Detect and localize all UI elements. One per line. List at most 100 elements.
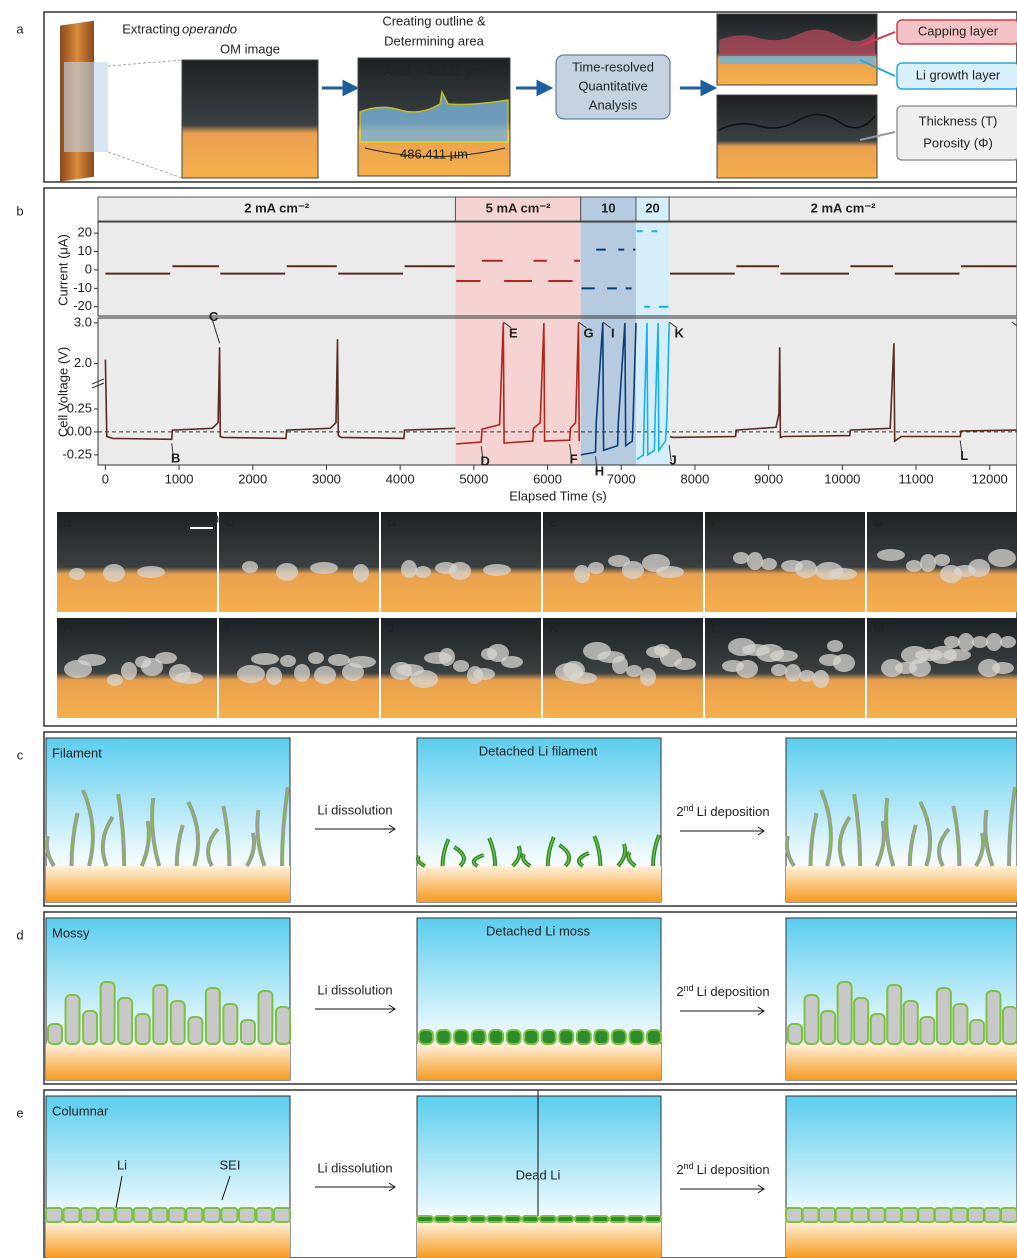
series-line [104, 339, 456, 441]
series-line [669, 265, 1017, 275]
column [80, 1207, 99, 1223]
flow-arrow [516, 79, 554, 97]
deposit [588, 562, 604, 574]
column [45, 1207, 63, 1223]
deposit [308, 652, 324, 664]
deposit [155, 652, 177, 664]
y-tick-label: 20 [78, 224, 92, 239]
y-tick-label: -20 [73, 298, 92, 313]
label: Quantitative [578, 78, 647, 93]
width-arc [364, 147, 506, 157]
label: Area = 48838 µm² [384, 63, 489, 78]
deposit [574, 565, 590, 583]
column [626, 1215, 645, 1223]
step-label-part: Li deposition [697, 804, 770, 819]
deposit [453, 660, 469, 672]
filament-sei [281, 786, 289, 867]
column [917, 1207, 936, 1223]
scene-substrate [417, 866, 661, 902]
micrograph-label: F [711, 514, 719, 529]
panel-label: c [17, 747, 24, 762]
deposit [901, 646, 929, 664]
column [1000, 1207, 1017, 1223]
deposit [986, 633, 1002, 651]
filament-sei [441, 838, 450, 867]
column [486, 1215, 505, 1223]
series-line [581, 248, 636, 290]
annotation: C [209, 309, 219, 324]
annotation: G [583, 325, 593, 340]
column [521, 1215, 540, 1223]
step-label: Li dissolution [317, 802, 392, 817]
micrograph-label: E [549, 514, 558, 529]
deposit [612, 656, 628, 674]
step-arrow [315, 1004, 396, 1014]
x-axis-title: Elapsed Time (s) [509, 488, 607, 503]
column [132, 1207, 151, 1223]
micrograph-label: B [63, 514, 72, 529]
filament-sei [820, 789, 832, 867]
x-tick-label: 5000 [459, 471, 488, 486]
label: Creating outline & [382, 13, 486, 28]
annotation-leader [1011, 321, 1017, 327]
series-line [456, 322, 580, 445]
x-tick-label: 9000 [754, 471, 783, 486]
y-tick-label: 0.25 [67, 400, 92, 415]
moss [64, 994, 81, 1045]
panel-label: b [16, 203, 23, 218]
deposit [294, 664, 310, 682]
column [202, 1207, 221, 1223]
column [416, 1215, 434, 1223]
column [237, 1207, 256, 1223]
column [884, 1207, 903, 1223]
filament-sei [176, 824, 184, 867]
step-label-part: Li deposition [697, 1162, 770, 1177]
scene-substrate [786, 1222, 1017, 1258]
moss [134, 1013, 151, 1045]
x-tick-label: 6000 [533, 471, 562, 486]
filament-sei [141, 820, 150, 867]
y-tick-label: 10 [78, 243, 92, 258]
x-tick-label: 2000 [238, 471, 267, 486]
column [933, 1207, 952, 1223]
moss [836, 981, 853, 1045]
annotation-leader [668, 445, 672, 462]
moss [803, 994, 820, 1045]
moss [435, 1029, 452, 1045]
filament-sei [578, 852, 590, 867]
moss [558, 1029, 575, 1045]
growth-trace [719, 56, 875, 64]
mechanism-title: Columnar [52, 1103, 109, 1118]
column [150, 1207, 169, 1223]
region-header [97, 196, 456, 222]
flow-arrow [680, 79, 718, 97]
annotation-leader [602, 321, 612, 329]
step-label: 2nd Li deposition [676, 983, 769, 999]
filament-sei [522, 853, 531, 867]
micrograph-label: H [63, 620, 72, 635]
deposit [276, 563, 298, 581]
filament-sei [975, 832, 984, 867]
y-tick-label: -10 [73, 280, 92, 295]
capping-trace [719, 29, 875, 56]
callout: Li [117, 1157, 127, 1172]
moss [418, 1029, 434, 1045]
filament-sei [786, 835, 795, 867]
x-tick-label: 1000 [165, 471, 194, 486]
column [983, 1207, 1002, 1223]
region-band [635, 222, 670, 465]
x-tick-label: 10000 [824, 471, 860, 486]
step-arrow [315, 824, 396, 834]
deposit [819, 654, 841, 666]
panel-label: d [16, 927, 23, 942]
deposit [771, 664, 787, 676]
moss [117, 997, 134, 1045]
deposit [175, 672, 203, 684]
column [62, 1207, 81, 1223]
series-line [105, 265, 455, 275]
annotation: L [960, 448, 968, 463]
annotation-leader [211, 317, 221, 344]
deposit [815, 562, 843, 580]
output-box [896, 105, 1017, 161]
